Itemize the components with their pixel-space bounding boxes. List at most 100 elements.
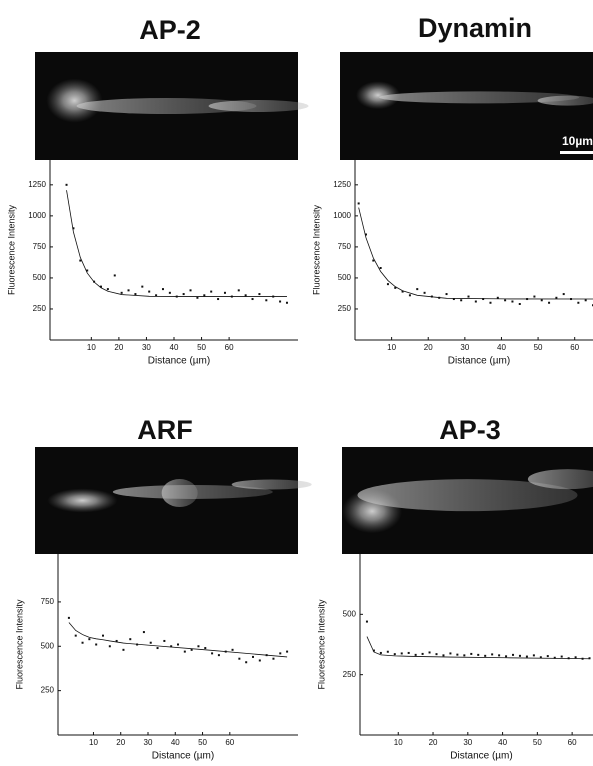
x-tick-label: 30 <box>463 738 472 747</box>
plot-area <box>65 183 288 304</box>
data-point <box>168 291 171 294</box>
cell-body <box>46 78 103 123</box>
x-tick-label: 40 <box>497 343 506 352</box>
data-point <box>470 652 473 655</box>
data-point <box>477 653 480 656</box>
data-point <box>244 294 247 297</box>
data-point <box>379 267 382 269</box>
data-point <box>237 289 240 292</box>
data-point <box>504 299 507 302</box>
data-point <box>588 657 591 660</box>
x-tick-label: 40 <box>498 738 507 747</box>
x-tick-label: 60 <box>568 738 577 747</box>
data-point <box>584 299 587 302</box>
data-point <box>217 654 220 657</box>
data-point <box>120 291 123 294</box>
data-point <box>511 300 514 303</box>
scale-bar-label: 10µm <box>562 134 593 148</box>
scale-bar <box>560 151 593 154</box>
data-point <box>539 656 542 659</box>
data-point <box>285 301 288 304</box>
y-tick-label: 750 <box>33 242 47 251</box>
x-tick-label: 20 <box>424 343 433 352</box>
data-point <box>129 638 132 641</box>
x-tick-label: 60 <box>225 738 234 747</box>
x-tick-label: 40 <box>171 738 180 747</box>
data-point <box>265 299 268 302</box>
y-axis-label: Fluorescence Intensity <box>6 204 16 295</box>
data-point <box>408 294 411 297</box>
data-point <box>155 294 158 297</box>
data-point <box>393 653 396 656</box>
x-tick-label: 20 <box>114 343 123 352</box>
y-tick-label: 1000 <box>28 211 46 220</box>
data-point <box>161 288 164 291</box>
data-point <box>204 647 207 650</box>
data-point <box>231 648 234 651</box>
data-point <box>518 654 521 657</box>
x-tick-label: 10 <box>387 343 396 352</box>
data-point <box>463 654 466 657</box>
data-point <box>182 293 185 296</box>
fit-curve <box>366 636 590 660</box>
data-point <box>491 653 494 656</box>
data-point <box>401 290 404 293</box>
data-point <box>106 288 109 291</box>
data-point <box>357 202 360 205</box>
data-point <box>498 654 501 657</box>
data-point <box>203 294 206 297</box>
data-point <box>149 641 152 644</box>
data-point <box>258 659 261 662</box>
y-tick-label: 1250 <box>28 180 46 189</box>
neurite <box>112 484 273 499</box>
data-point <box>460 299 463 302</box>
data-point <box>560 655 563 658</box>
plot-area <box>357 202 593 307</box>
data-point <box>414 653 417 656</box>
data-point <box>546 655 549 658</box>
y-tick-label: 500 <box>33 273 47 282</box>
data-point <box>245 661 248 664</box>
data-point <box>163 639 166 642</box>
x-tick-label: 50 <box>198 738 207 747</box>
data-point <box>442 654 445 657</box>
data-point <box>532 654 535 657</box>
data-point <box>177 643 179 646</box>
data-point <box>279 300 282 303</box>
y-tick-label: 500 <box>343 609 357 618</box>
x-tick-label: 10 <box>87 343 96 352</box>
data-point <box>272 657 275 660</box>
data-point <box>72 227 75 230</box>
data-point <box>67 616 70 619</box>
data-point <box>127 289 130 292</box>
data-point <box>540 299 543 302</box>
y-axis-label: Fluorescence Intensity <box>14 599 24 690</box>
x-tick-label: 30 <box>144 738 153 747</box>
data-point <box>574 656 577 659</box>
data-point <box>170 645 173 648</box>
x-tick-label: 10 <box>89 738 98 747</box>
neurite <box>357 479 578 512</box>
data-point <box>428 651 431 654</box>
data-point <box>122 648 125 651</box>
data-point <box>489 301 492 304</box>
data-point <box>548 301 551 304</box>
data-point <box>223 291 226 294</box>
data-point <box>456 653 459 656</box>
x-tick-label: 50 <box>534 343 543 352</box>
panel-title: AP-3 <box>439 415 501 445</box>
data-point <box>251 298 254 301</box>
plot-area <box>365 620 591 660</box>
y-tick-label: 750 <box>338 242 352 251</box>
data-point <box>156 647 159 650</box>
data-point <box>95 643 98 646</box>
data-point <box>258 293 261 296</box>
panel-title: Dynamin <box>418 13 532 43</box>
neurite <box>76 98 257 114</box>
x-axis-label: Distance (µm) <box>448 356 510 367</box>
data-point <box>505 655 508 658</box>
y-tick-label: 750 <box>41 597 55 606</box>
data-point <box>416 288 419 291</box>
data-point <box>445 293 448 296</box>
x-axis-label: Distance (µm) <box>152 751 214 762</box>
